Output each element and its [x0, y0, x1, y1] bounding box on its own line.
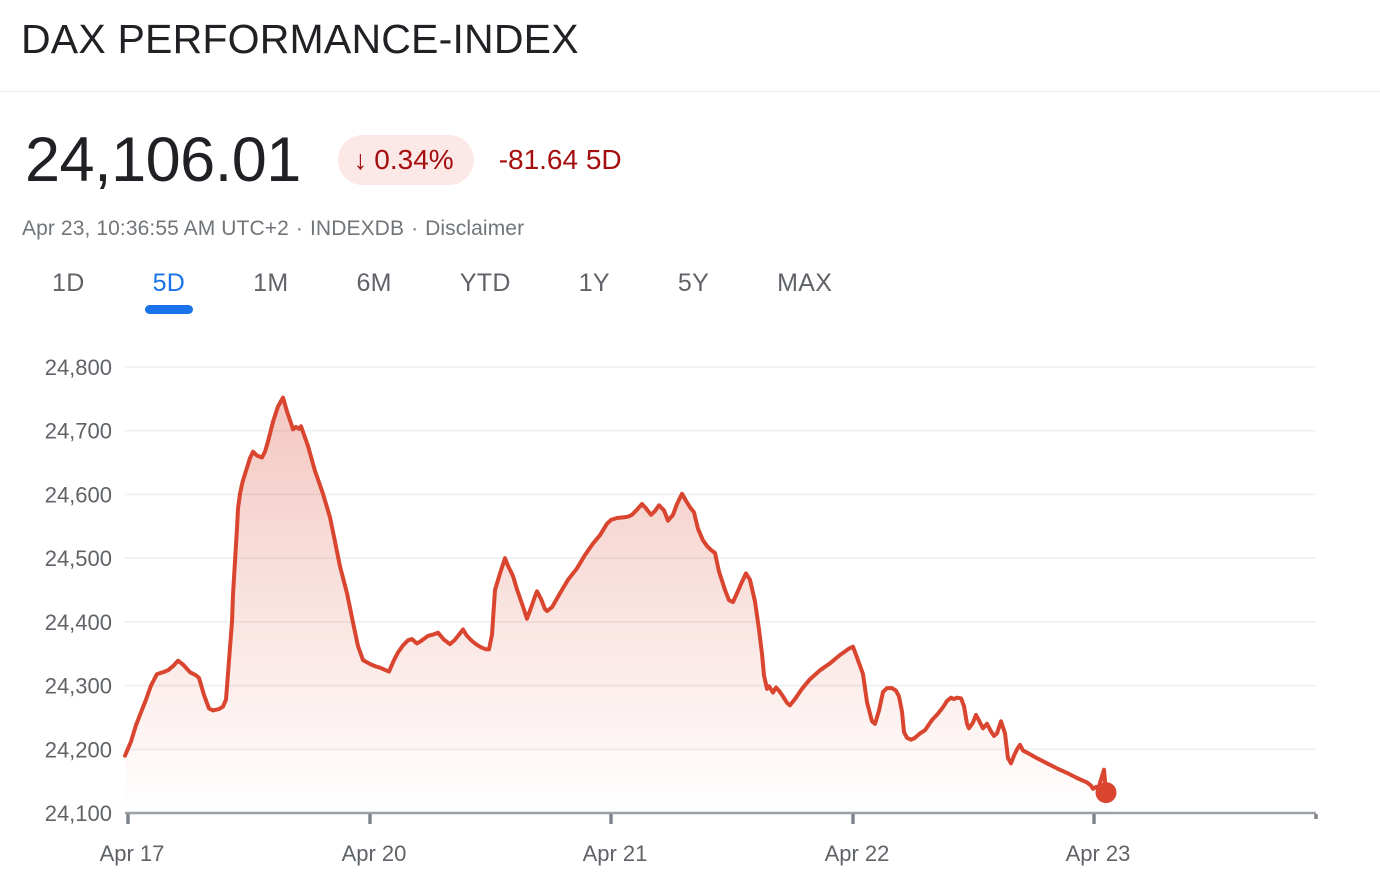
quote-meta: Apr 23, 10:36:55 AM UTC+2 · INDEXDB · Discla…: [22, 217, 524, 241]
header-divider: [0, 91, 1380, 92]
x-axis-label-apr-21: Apr 21: [583, 841, 648, 866]
range-tab-ytd[interactable]: YTD: [458, 269, 513, 314]
last-price-dot: [1095, 782, 1117, 804]
x-axis-label-apr-20: Apr 20: [342, 841, 407, 866]
quote-row: 24,106.01 ↓ 0.34% -81.64 5D: [25, 122, 622, 198]
x-axis-label-apr-23: Apr 23: [1066, 841, 1131, 866]
quote-timestamp: Apr 23, 10:36:55 AM UTC+2: [22, 217, 289, 240]
page-title: DAX PERFORMANCE-INDEX: [21, 16, 579, 62]
y-axis-label-24600: 24,600: [45, 482, 112, 507]
change-absolute-value: -81.64 5D: [498, 144, 622, 175]
range-tab-5y[interactable]: 5Y: [676, 269, 711, 314]
meta-separator: ·: [411, 217, 419, 240]
range-tab-5d[interactable]: 5D: [144, 269, 193, 314]
price-value: 24,106.01: [25, 124, 301, 195]
y-axis-label-24400: 24,400: [45, 610, 112, 635]
range-tabs: 1D 5D 1M 6M YTD 1Y 5Y MAX: [50, 269, 834, 314]
range-tab-6m[interactable]: 6M: [354, 269, 393, 314]
chart-area-fill: [125, 397, 1106, 813]
chart-line: [123, 395, 1108, 795]
disclaimer-link[interactable]: Disclaimer: [425, 217, 525, 240]
range-tab-1m[interactable]: 1M: [251, 269, 290, 314]
change-percent-badge: ↓ 0.34%: [337, 135, 474, 185]
change-percent-value: 0.34%: [374, 144, 454, 175]
y-axis-label-24500: 24,500: [45, 546, 112, 571]
x-axis-label-apr-22: Apr 22: [825, 841, 890, 866]
y-axis-label-24200: 24,200: [45, 737, 112, 762]
y-axis-label-24100: 24,100: [45, 801, 112, 826]
price-chart[interactable]: 24,100 24,200 24,300 24,400 24,500 24,600 24,7…: [0, 340, 1380, 894]
y-axis-label-24300: 24,300: [45, 674, 112, 699]
range-tab-1y[interactable]: 1Y: [577, 269, 612, 314]
y-axis-label-24800: 24,800: [45, 355, 112, 380]
y-axis-label-24700: 24,700: [45, 419, 112, 444]
range-tab-max[interactable]: MAX: [775, 269, 834, 314]
range-tab-1d[interactable]: 1D: [50, 269, 87, 314]
arrow-down-icon: ↓: [353, 144, 368, 175]
x-axis-label-apr-17: Apr 17: [100, 841, 165, 866]
meta-separator: ·: [295, 217, 303, 240]
exchange-label: INDEXDB: [310, 217, 405, 240]
